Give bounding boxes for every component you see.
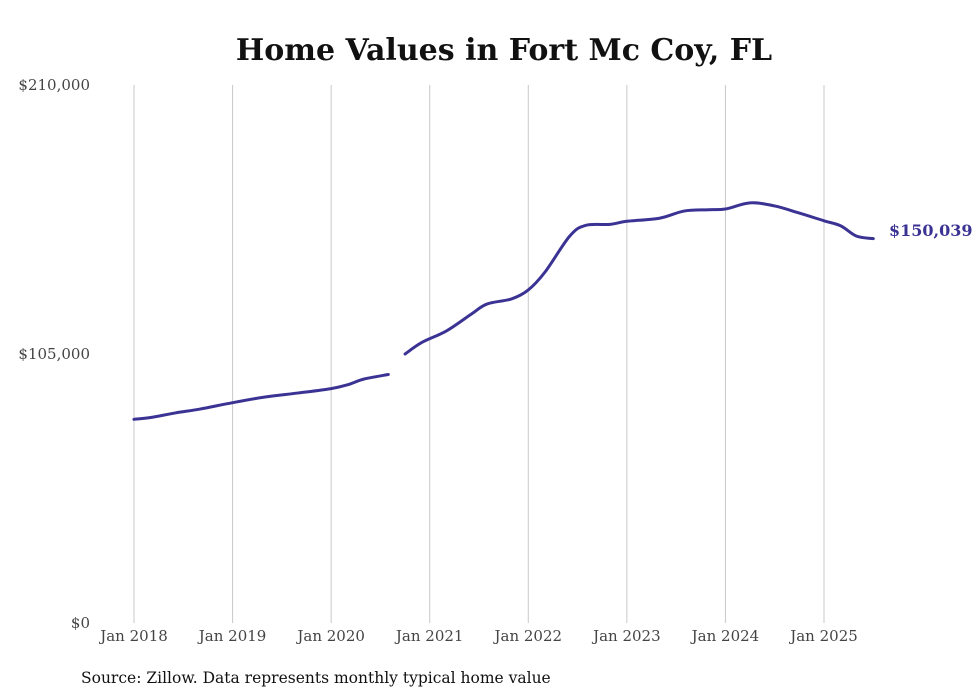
last-value-label: $150,039 <box>889 221 973 240</box>
x-tick-label: Jan 2025 <box>788 627 858 645</box>
x-axis: Jan 2018 Jan 2019 Jan 2020 Jan 2021 Jan 2022… <box>98 627 858 645</box>
x-tick-label: Jan 2018 <box>98 627 168 645</box>
x-tick-label: Jan 2024 <box>690 627 760 645</box>
x-tick-label: Jan 2021 <box>394 627 464 645</box>
y-tick-label: $105,000 <box>18 345 90 363</box>
grid <box>133 85 825 623</box>
y-tick-label: $0 <box>71 614 90 632</box>
y-tick-label: $210,000 <box>18 76 90 94</box>
chart-title: Home Values in Fort Mc Coy, FL <box>236 33 772 68</box>
source-note: Source: Zillow. Data represents monthly … <box>81 669 551 687</box>
y-axis: $0 $105,000 $210,000 <box>18 76 90 632</box>
series-layer <box>132 201 875 421</box>
x-tick-label: Jan 2023 <box>591 627 661 645</box>
x-tick-label: Jan 2019 <box>197 627 267 645</box>
x-tick-label: Jan 2022 <box>493 627 563 645</box>
series-line-segment-1 <box>132 373 390 421</box>
x-tick-label: Jan 2020 <box>295 627 365 645</box>
series-line-segment-2 <box>403 201 875 356</box>
